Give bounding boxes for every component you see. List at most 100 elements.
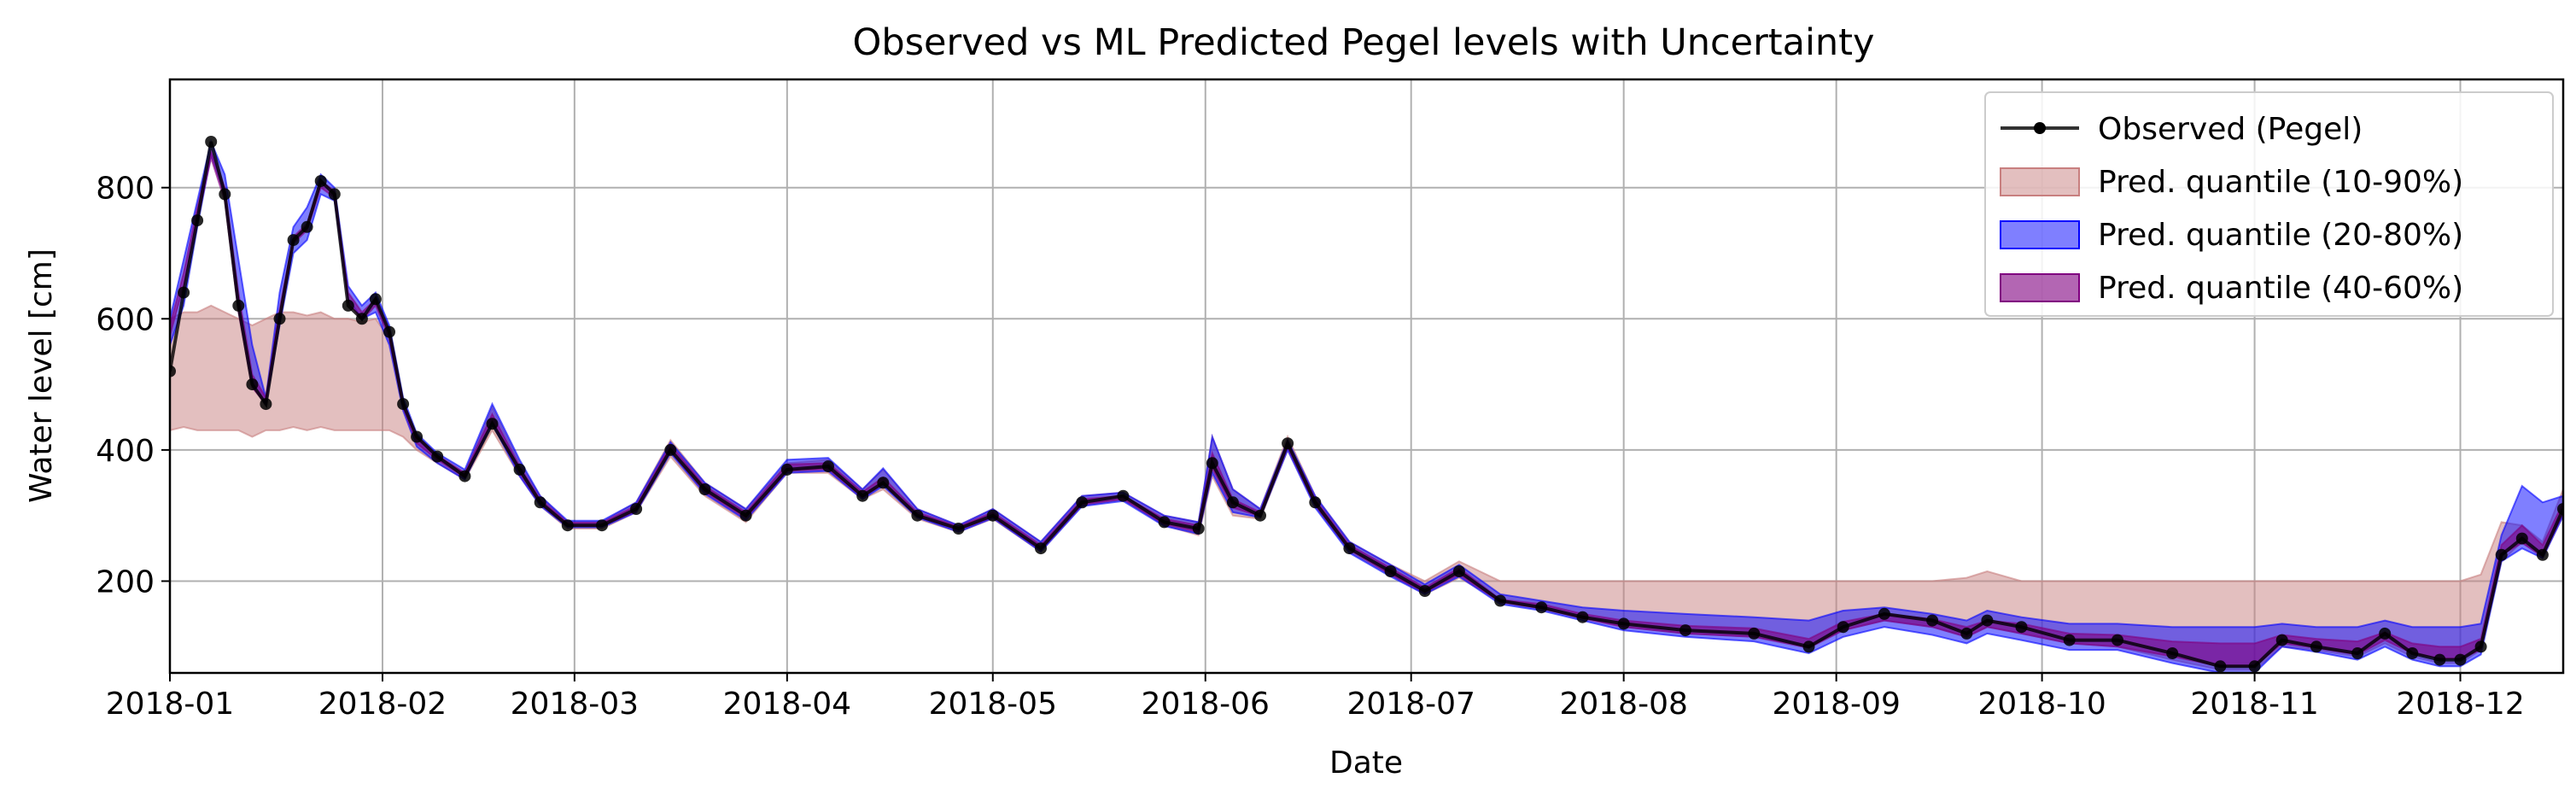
observed-point [2454,653,2467,666]
observed-point [1617,617,1630,630]
observed-point [986,509,999,522]
observed-point [1535,601,1548,614]
observed-point [1076,496,1089,509]
observed-point [301,220,313,233]
legend-box [1984,91,2554,317]
observed-point [431,450,444,463]
observed-point [1878,607,1890,620]
observed-point [2351,647,2364,659]
observed-point [355,313,368,325]
observed-point [2310,640,2322,653]
observed-point [1384,565,1397,577]
x-tick-label: 2018-11 [2190,687,2318,722]
legend-label: Pred. quantile (20-80%) [2098,218,2463,253]
observed-point [2474,640,2487,653]
observed-point [822,460,834,473]
observed-point [513,463,526,476]
observed-point [273,313,286,325]
observed-point [1343,542,1356,555]
x-tick-label: 2018-04 [723,687,851,722]
x-tick-label: 2018-10 [1977,687,2106,722]
observed-point [287,234,300,247]
x-tick-label: 2018-09 [1772,687,1900,722]
legend-label: Observed (Pegel) [2098,112,2363,147]
observed-point [260,398,272,411]
x-axis: 2018-01 2018-02 2018-03 2018-04 2018-05 2018-… [106,673,2525,722]
y-tick-label: 400 [96,434,155,469]
observed-point [246,378,259,391]
observed-point [780,463,793,476]
observed-point [561,519,574,532]
legend-label: Pred. quantile (40-60%) [2098,271,2463,306]
y-axis: 200 400 600 800 [96,172,170,599]
observed-point [1837,621,1849,634]
x-tick-label: 2018-07 [1346,687,1475,722]
observed-point [1158,516,1171,529]
observed-point [911,509,924,522]
observed-point [2495,548,2508,561]
observed-point [1035,542,1047,555]
observed-point [191,214,204,227]
observed-point [1282,437,1294,450]
chart-title: Observed vs ML Predicted Pegel levels wi… [853,21,1875,64]
observed-point [2275,634,2288,646]
observed-point [1192,523,1205,535]
x-tick-label: 2018-03 [511,687,639,722]
observed-point [369,293,382,306]
observed-point [342,299,354,312]
legend: Observed (Pegel) Pred. quantile (10-90%) P… [1984,91,2554,317]
observed-point [397,398,410,411]
observed-point [2015,621,2028,634]
observed-point [2557,503,2563,515]
observed-point [2433,653,2446,666]
observed-point [232,299,245,312]
observed-point [2379,627,2392,640]
observed-point [877,477,890,489]
observed-point [2248,660,2261,673]
x-tick-label: 2018-01 [106,687,234,722]
observed-point [2406,647,2419,659]
observed-point [1418,585,1431,597]
x-axis-label: Date [1329,746,1403,781]
y-tick-label: 200 [96,564,155,599]
observed-point [459,470,471,482]
plot-area [170,136,2563,673]
observed-point [739,509,752,522]
x-tick-label: 2018-06 [1142,687,1270,722]
observed-point [1226,496,1239,509]
y-axis-label: Water level [cm] [24,249,59,503]
y-tick-label: 800 [96,172,155,207]
legend-swatch-band [2000,273,2080,302]
observed-point [219,188,231,201]
observed-point [534,496,546,509]
observed-point [170,365,176,377]
observed-point [664,443,677,456]
observed-point [328,188,341,201]
x-tick-label: 2018-08 [1559,687,1687,722]
observed-point [1452,565,1465,577]
observed-point [1981,614,1994,627]
observed-point [1254,509,1266,522]
observed-point [1926,614,1939,627]
observed-point [2112,634,2123,646]
observed-point [1802,640,1815,653]
x-tick-label: 2018-05 [929,687,1057,722]
observed-point [2063,634,2076,646]
observed-point [630,503,643,515]
observed-point [952,523,965,535]
legend-swatch-band [2000,167,2080,196]
observed-point [2536,548,2549,561]
observed-point [1117,489,1130,502]
observed-point [411,430,423,443]
observed-point [1679,624,1691,637]
observed-point [2166,647,2179,659]
observed-point [486,418,499,430]
observed-point [1494,594,1507,607]
x-tick-label: 2018-12 [2396,687,2524,722]
observed-point [2515,532,2528,545]
observed-point [856,489,869,502]
observed-point [698,483,711,495]
observed-point [383,325,395,338]
legend-label: Pred. quantile (10-90%) [2098,165,2463,200]
